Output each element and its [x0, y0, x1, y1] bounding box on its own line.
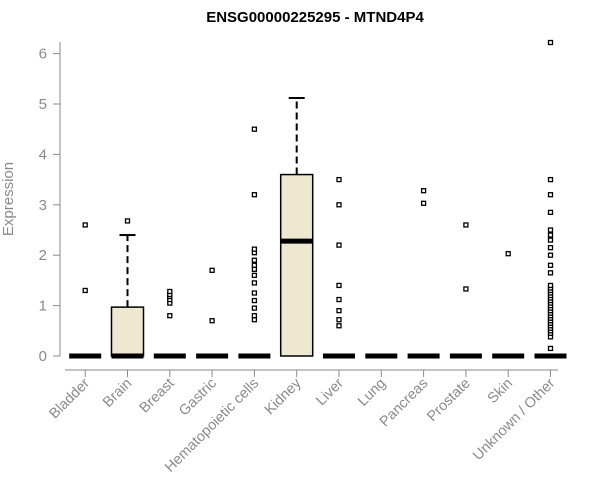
- outlier-point: [547, 39, 554, 46]
- outlier-point: [124, 218, 131, 224]
- outlier-point: [251, 305, 258, 311]
- y-tick-label: 6: [39, 46, 47, 63]
- outlier-point: [547, 227, 554, 233]
- outlier-point: [336, 202, 342, 208]
- outlier-point: [420, 200, 427, 206]
- outlier-point: [547, 232, 554, 238]
- outlier-point: [547, 282, 554, 289]
- x-tick-label: Liver: [313, 375, 347, 409]
- x-tick-label: Skin: [485, 376, 516, 407]
- outlier-point: [167, 313, 173, 319]
- y-ticks: 0 1 2 3 4 5 6: [39, 46, 60, 365]
- x-tick-label: Brain: [100, 376, 135, 411]
- outlier-point: [336, 307, 342, 314]
- outlier-point: [336, 242, 342, 248]
- box: [279, 173, 314, 357]
- outlier-point: [547, 237, 554, 243]
- outlier-point: [420, 188, 427, 194]
- outlier-point: [209, 318, 215, 324]
- outlier-point: [547, 345, 554, 352]
- outlier-point: [82, 287, 88, 294]
- outlier-point: [251, 272, 258, 279]
- x-tick-label: Prostate: [424, 376, 473, 425]
- outlier-point: [251, 257, 258, 263]
- x-tick-label: Breast: [137, 376, 178, 417]
- y-tick-label: 1: [39, 298, 47, 315]
- outlier-point: [336, 176, 342, 183]
- outlier-point: [547, 192, 554, 198]
- box: [110, 306, 145, 357]
- outlier-point: [547, 176, 554, 183]
- y-tick-label: 0: [39, 348, 47, 365]
- outlier-point: [251, 290, 258, 296]
- outlier-point: [547, 209, 554, 216]
- x-tick-label: Unknown / Other: [470, 375, 558, 463]
- x-tick-label: Bladder: [46, 375, 93, 422]
- y-tick-label: 2: [39, 247, 47, 264]
- outlier-point: [251, 262, 258, 268]
- outlier-point: [251, 246, 258, 252]
- x-tick-label: Lung: [355, 376, 389, 410]
- outlier-point: [167, 288, 173, 295]
- outlier-point: [547, 252, 554, 258]
- outlier-point: [251, 192, 258, 198]
- x-tick-label: Kidney: [262, 375, 305, 418]
- outlier-point: [251, 280, 258, 286]
- y-tick-label: 3: [39, 197, 47, 214]
- outlier-point: [251, 126, 258, 132]
- outlier-point: [336, 296, 342, 303]
- outlier-point: [505, 251, 511, 257]
- outlier-point: [463, 222, 469, 228]
- outlier-point: [547, 270, 554, 276]
- outlier-point: [547, 262, 554, 268]
- outlier-point: [251, 313, 258, 319]
- outlier-point: [336, 323, 342, 329]
- outlier-point: [336, 282, 342, 289]
- outlier-point: [209, 267, 215, 273]
- outlier-point: [463, 286, 469, 292]
- outlier-point: [547, 244, 554, 251]
- boxes: [69, 39, 567, 359]
- outlier-point: [82, 222, 88, 228]
- y-axis-title: Expression: [0, 162, 17, 236]
- chart-title: ENSG00000225295 - MTND4P4: [206, 9, 424, 26]
- outlier-point: [336, 317, 342, 323]
- y-tick-label: 5: [39, 96, 47, 113]
- outlier-point: [251, 297, 258, 304]
- y-tick-label: 4: [39, 146, 47, 163]
